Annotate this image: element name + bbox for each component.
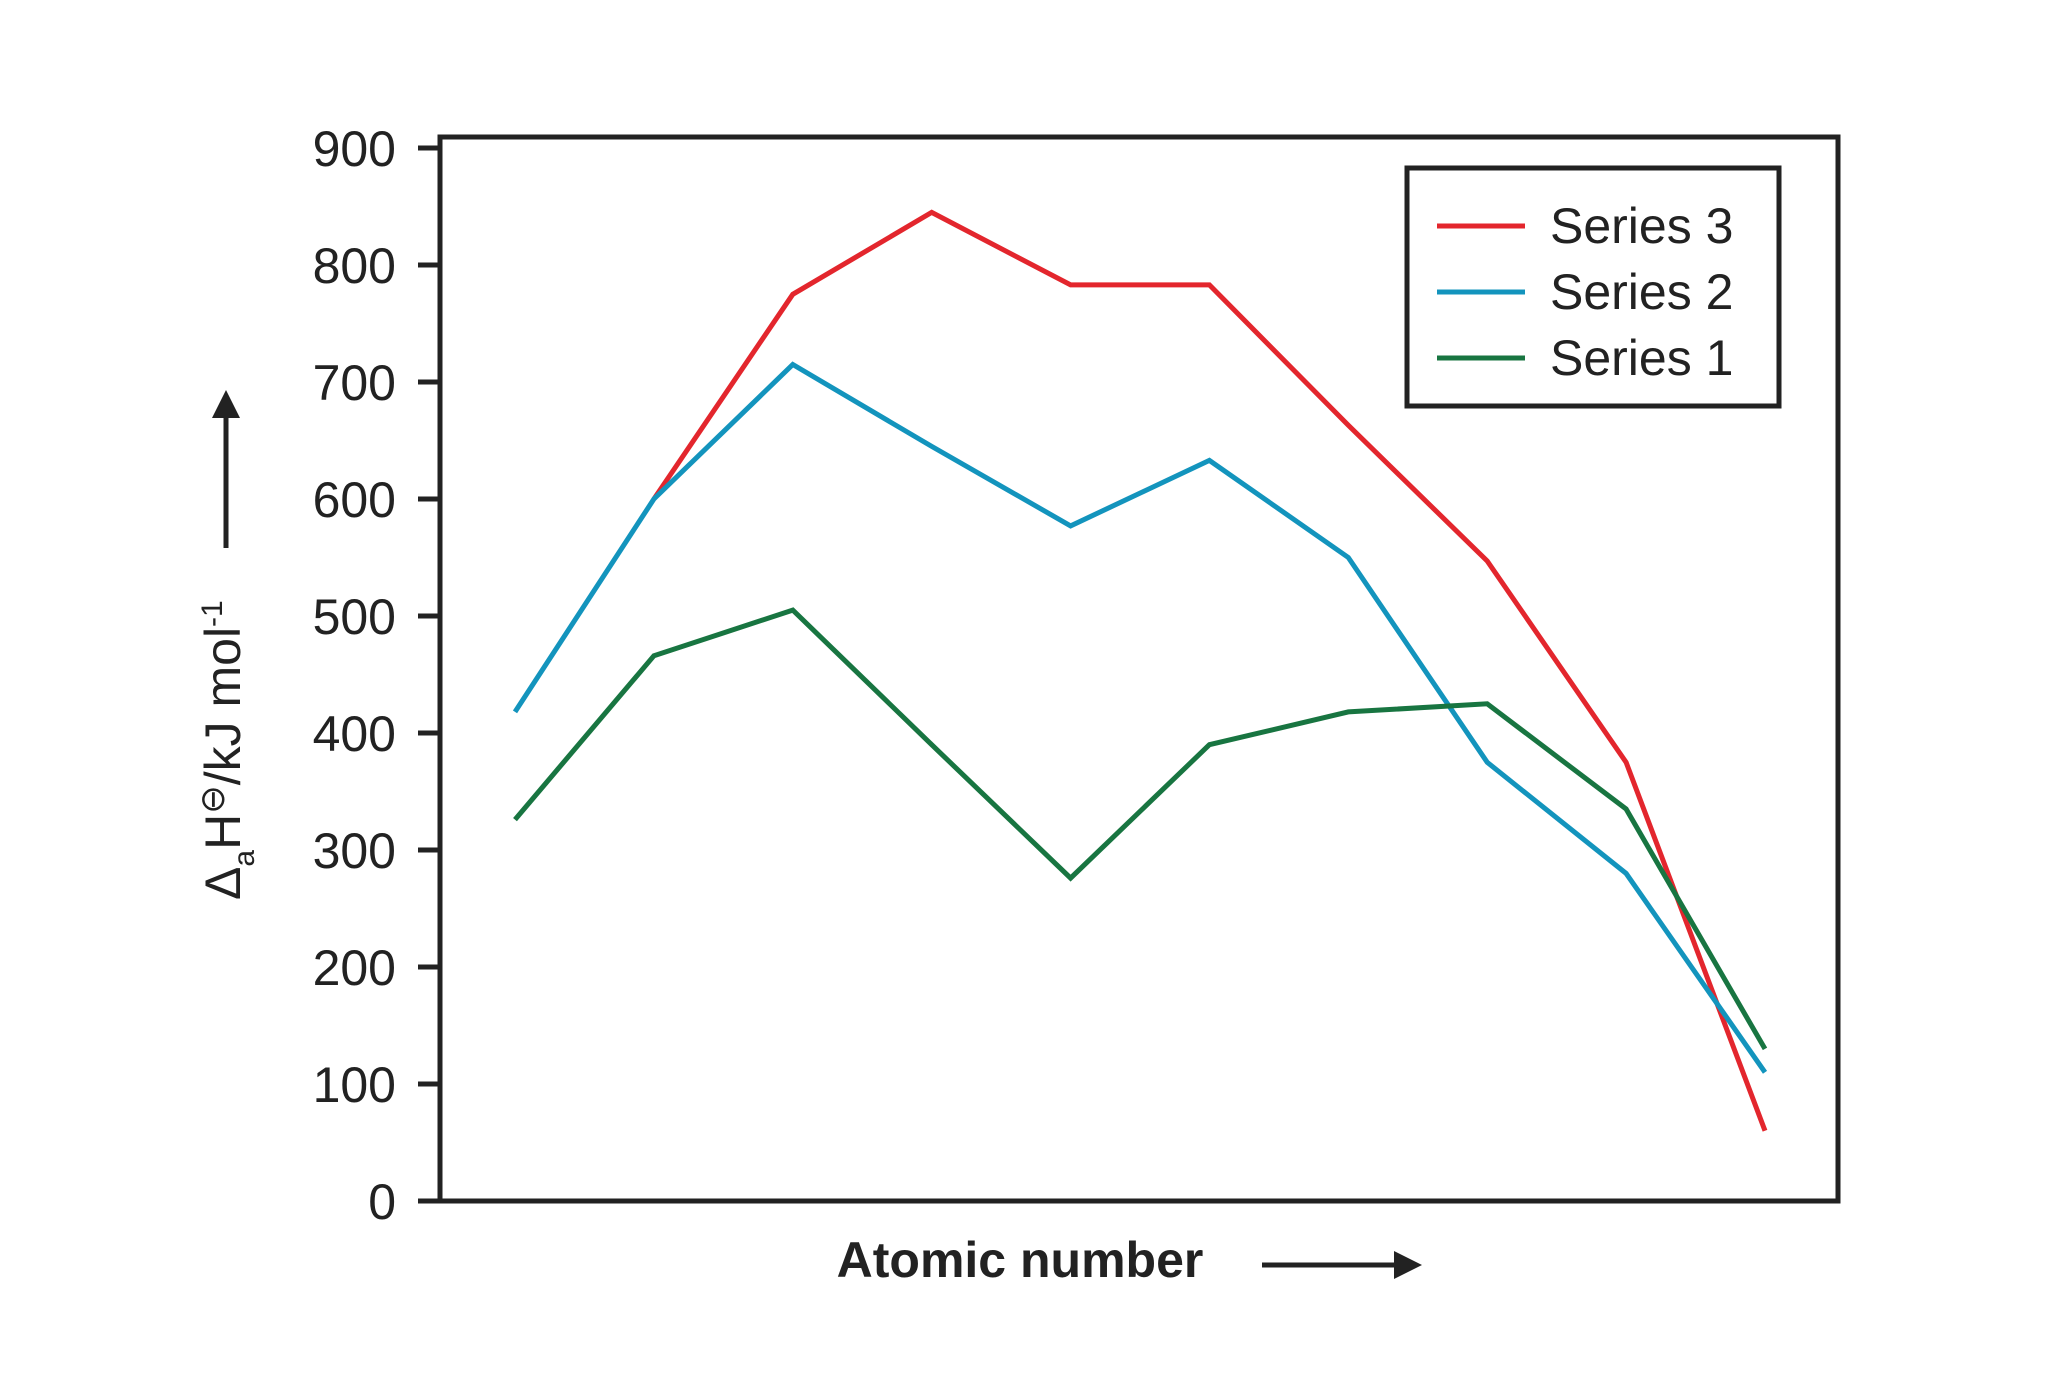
y-axis: 0 100 200 300 400 500 600 700 800 900 [313, 121, 440, 1230]
y-tick-label: 0 [368, 1174, 396, 1230]
y-tick-label: 400 [313, 706, 396, 762]
x-axis-title: Atomic number [837, 1232, 1204, 1288]
y-tick-label: 500 [313, 589, 396, 645]
y-tick-label: 700 [313, 355, 396, 411]
y-tick-label: 100 [313, 1057, 396, 1113]
y-tick-label: 600 [313, 472, 396, 528]
legend: Series 3 Series 2 Series 1 [1404, 165, 1782, 409]
plot-frame [437, 134, 1841, 1204]
y-axis-arrow-head [212, 390, 240, 418]
legend-label: Series 3 [1550, 198, 1733, 254]
y-axis-title: ΔaH⊖/kJ mol-1 [194, 600, 261, 900]
legend-label: Series 1 [1550, 330, 1733, 386]
y-tick-label: 300 [313, 823, 396, 879]
series-line-3 [651, 209, 1768, 1132]
legend-label: Series 2 [1550, 264, 1733, 320]
series-line-1 [513, 607, 1768, 1051]
y-tick-label: 200 [313, 940, 396, 996]
series-lines [512, 209, 1768, 1132]
legend-box [1404, 165, 1782, 409]
y-tick-label: 800 [313, 238, 396, 294]
y-axis-title-group: ΔaH⊖/kJ mol-1 [194, 390, 261, 900]
series-line-2 [512, 361, 1768, 1074]
y-tick-label: 900 [313, 121, 396, 177]
x-axis-arrow-head [1394, 1251, 1422, 1279]
x-axis-title-group: Atomic number [837, 1232, 1422, 1288]
